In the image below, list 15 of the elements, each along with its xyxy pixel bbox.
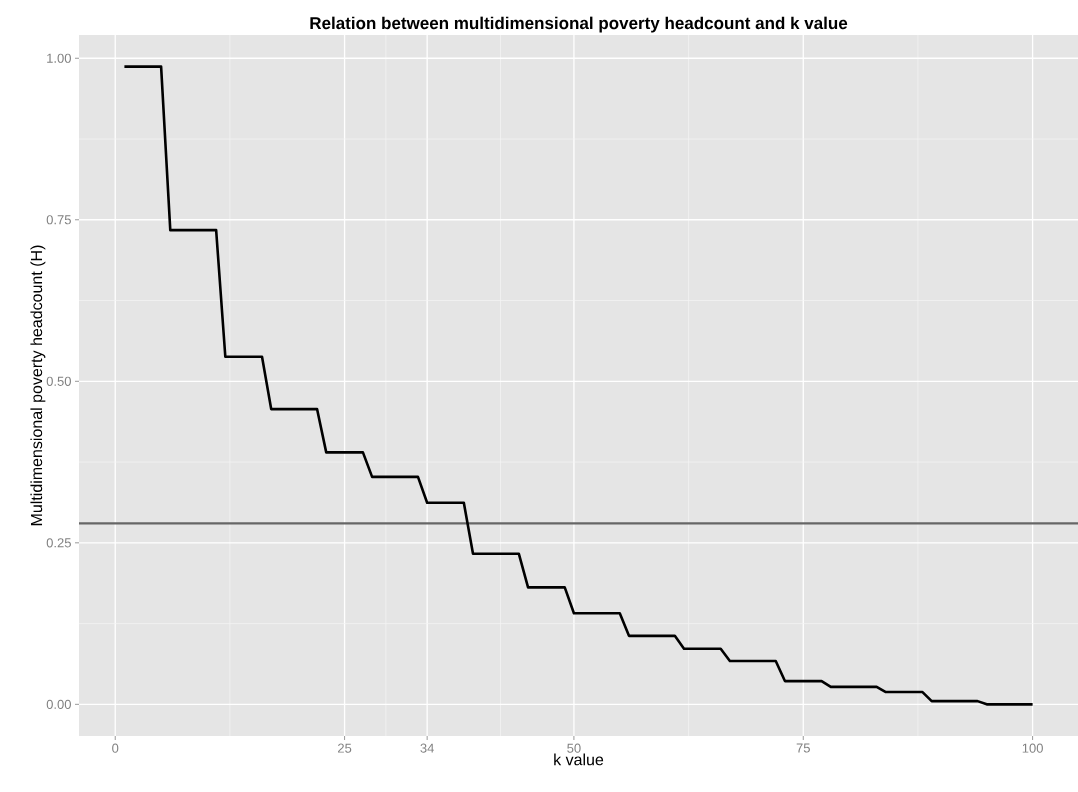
line-series (123, 65, 1034, 706)
y-tick-label: 1.00 (47, 53, 71, 63)
x-tick-label: 50 (567, 743, 581, 753)
y-tick-label: 0.25 (46, 538, 71, 548)
x-tick-label: 75 (796, 743, 810, 753)
x-tick-label: 34 (420, 743, 434, 753)
x-tick-label: 100 (1022, 743, 1043, 753)
x-tick-label: 0 (112, 743, 119, 753)
y-tick-label: 0.00 (46, 699, 71, 709)
y-axis-title: Multidimensional poverty headcount (H) (30, 245, 46, 526)
y-tick-label: 0.75 (46, 215, 71, 225)
x-axis-title: k value (554, 753, 604, 766)
chart-title: Relation between multidimensional poverty headcount and k value (310, 16, 848, 33)
y-tick-label: 0.50 (46, 376, 71, 386)
x-tick-label: 25 (338, 743, 352, 753)
